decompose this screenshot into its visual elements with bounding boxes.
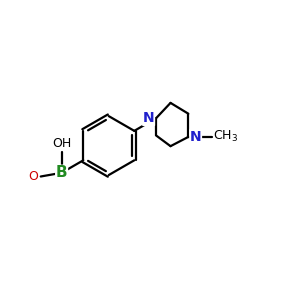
Text: CH$_3$: CH$_3$ — [213, 129, 238, 144]
Text: OH: OH — [52, 137, 71, 150]
Text: B: B — [56, 165, 68, 180]
Text: N: N — [190, 130, 201, 144]
Text: O: O — [28, 170, 38, 183]
Text: N: N — [143, 111, 154, 125]
